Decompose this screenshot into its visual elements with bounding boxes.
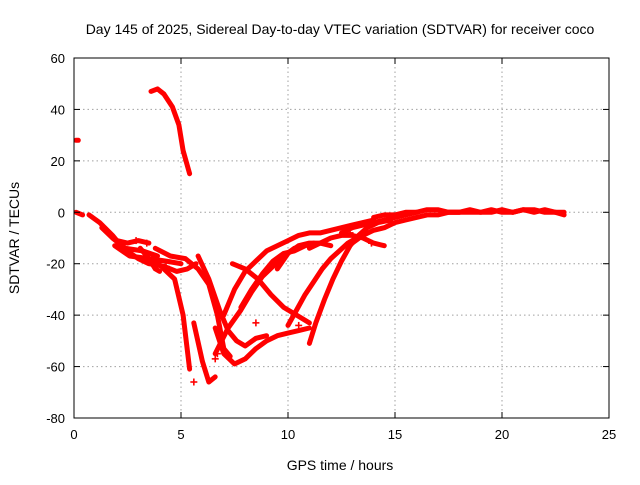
plot-frame [73, 57, 610, 419]
data-series-arc-b [148, 86, 193, 177]
data-series-arc-m [212, 325, 312, 367]
data-series-arc-k [191, 320, 218, 385]
y-tick-label: 40 [51, 102, 65, 117]
data-point-marker [367, 239, 375, 247]
data-series-arc-r [285, 235, 359, 328]
data-layer [73, 86, 567, 386]
data-point-marker [346, 229, 354, 237]
x-tick-label: 25 [602, 427, 616, 442]
x-tick-label: 0 [70, 427, 77, 442]
y-tick-label: -60 [46, 360, 65, 375]
x-axis-label: GPS time / hours [287, 457, 394, 473]
y-tick-label: 0 [58, 205, 65, 220]
data-series-arc-h [137, 245, 163, 274]
data-point-marker [190, 378, 198, 386]
x-tick-label: 10 [281, 427, 295, 442]
data-series-arc-v [339, 209, 419, 236]
data-point-marker [132, 237, 140, 245]
data-series-arc-i [150, 256, 193, 372]
data-series-arc-z [510, 207, 567, 215]
data-point-marker [162, 262, 170, 270]
y-tick-label: 20 [51, 154, 65, 169]
data-series-arc-n [221, 217, 377, 318]
data-point-marker [213, 350, 221, 358]
grid-layer [74, 58, 609, 418]
y-tick-label: 60 [51, 51, 65, 66]
data-point-marker [252, 319, 260, 327]
data-series-arc-w [349, 209, 462, 246]
chart-title: Day 145 of 2025, Sidereal Day-to-day VTE… [86, 21, 595, 37]
data-series-arc-e [99, 225, 160, 259]
data-point-marker [295, 321, 303, 329]
x-tick-label: 20 [495, 427, 509, 442]
data-series-arc-s [306, 217, 394, 346]
data-point-marker [143, 239, 151, 247]
y-axis-label: SDTVAR / TECUs [6, 182, 22, 294]
x-tick-label: 15 [388, 427, 402, 442]
y-tick-label: -20 [46, 257, 65, 272]
data-series-arc-g [114, 238, 152, 246]
y-tick-label: -40 [46, 308, 65, 323]
data-point-marker [211, 355, 219, 363]
y-tick-label: -80 [46, 411, 65, 426]
tick-layer: 0 5 10 15 20 25 -80 -60 -40 -20 0 20 40 60 [46, 51, 616, 442]
data-series-arc-l [195, 253, 270, 349]
x-tick-label: 5 [177, 427, 184, 442]
